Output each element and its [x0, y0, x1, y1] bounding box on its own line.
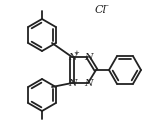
Text: Cl: Cl — [95, 5, 107, 15]
Text: ⁻: ⁻ — [104, 3, 109, 13]
Text: +: + — [74, 50, 79, 56]
Text: N: N — [68, 53, 76, 61]
Text: N: N — [84, 79, 92, 87]
Text: N: N — [84, 53, 92, 61]
Text: N: N — [68, 79, 76, 87]
